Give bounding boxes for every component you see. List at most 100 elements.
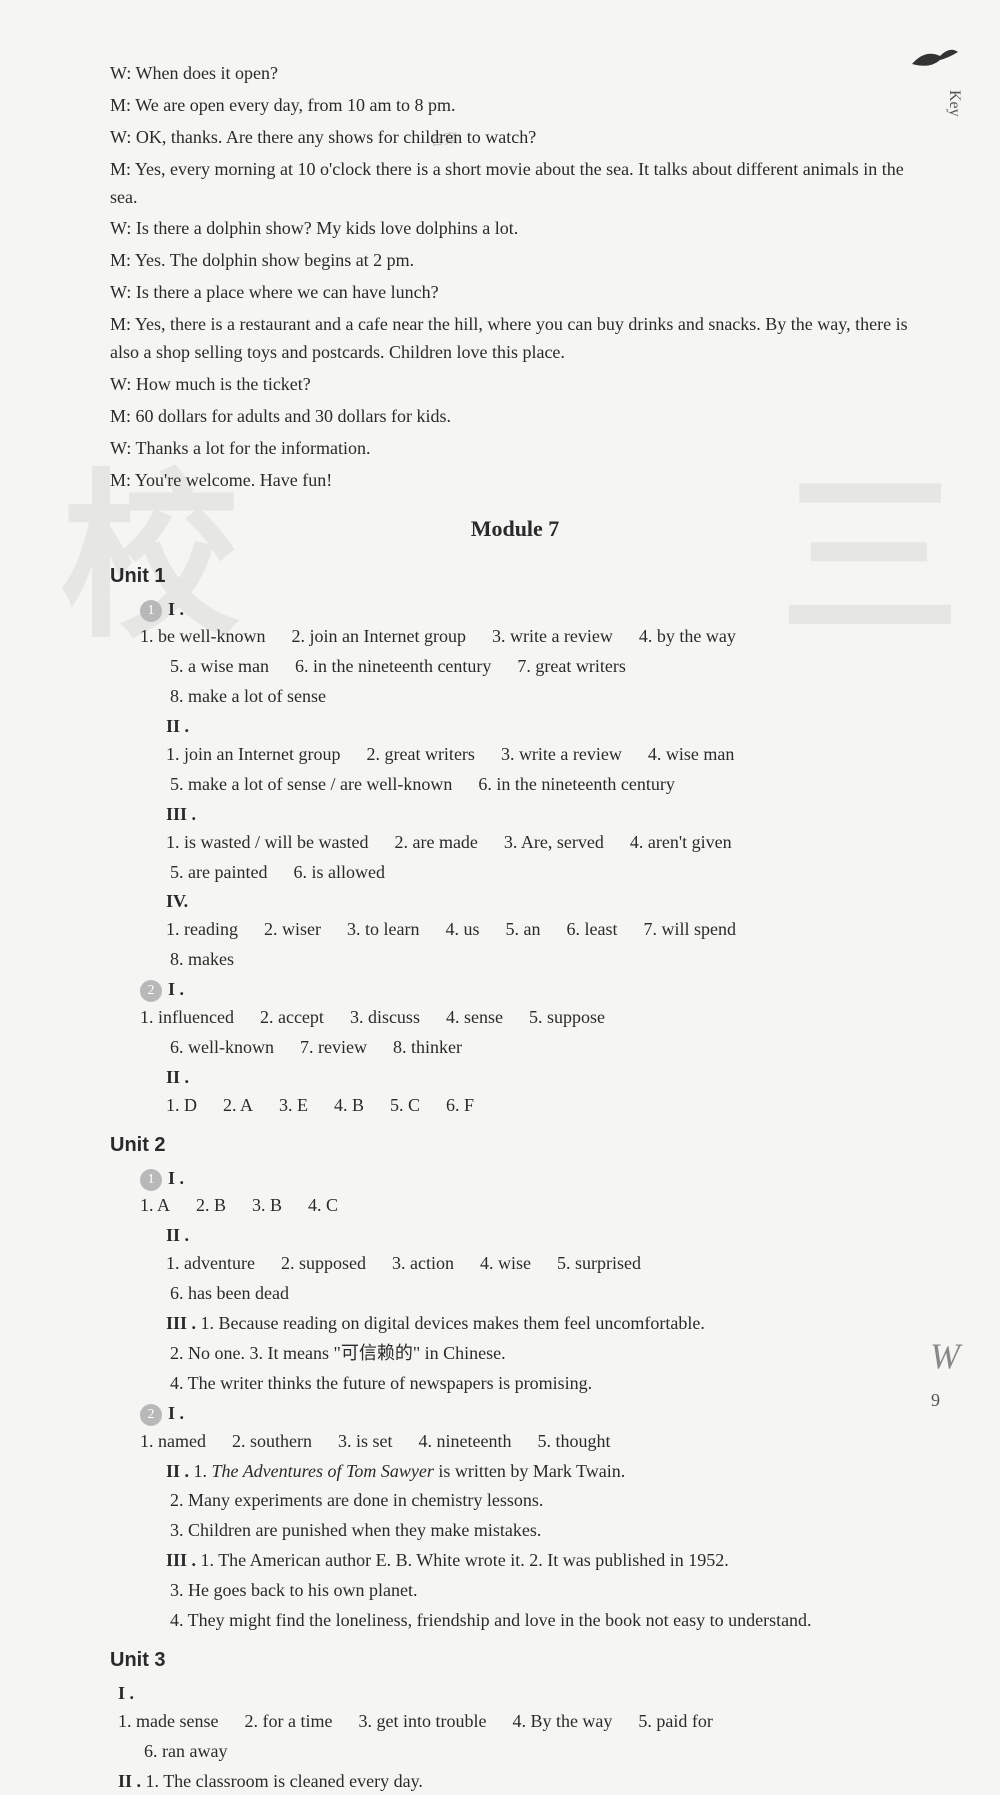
answer-item: 1. A xyxy=(140,1192,170,1220)
circle-1: 1 xyxy=(140,600,162,622)
u2-b1-III-2: 2. No one. 3. It means "可信赖的" in Chinese… xyxy=(110,1340,920,1368)
corner-w: W xyxy=(930,1329,960,1385)
answer-item: 2. A xyxy=(223,1092,253,1120)
u2b2II0post: is written by Mark Twain. xyxy=(434,1461,625,1481)
answer-item: 5. suppose xyxy=(529,1004,605,1032)
answer-item: 1. made sense xyxy=(118,1708,218,1736)
u1-b2-I-b: 6. well-known 7. review 8. thinker xyxy=(110,1034,920,1062)
answer-item: 3. Are, served xyxy=(504,829,604,857)
u1-b1-I-b: 5. a wise man 6. in the nineteenth centur… xyxy=(110,653,920,681)
answer-item: 5. a wise man xyxy=(170,653,269,681)
answer-item: 5. paid for xyxy=(638,1708,712,1736)
circle-1b: 1 xyxy=(140,1169,162,1191)
dialogue-line: W: When does it open? xyxy=(110,60,920,88)
answer-item: 6. least xyxy=(566,916,617,944)
answer-item: 1. is wasted / will be wasted xyxy=(166,829,368,857)
u1-b1-II-b: 5. make a lot of sense / are well-known 6… xyxy=(110,771,920,799)
answer-item: 1. D xyxy=(166,1092,197,1120)
answer-item: 8. thinker xyxy=(393,1034,462,1062)
answer-item: 3. discuss xyxy=(350,1004,420,1032)
answer-item: 6. in the nineteenth century xyxy=(478,771,674,799)
unit3-title: Unit 3 xyxy=(110,1645,920,1676)
answer-item: 7. review xyxy=(300,1034,367,1062)
u2-b2-II-3: 3. Children are punished when they make … xyxy=(110,1517,920,1545)
u2-b2-III-2: 3. He goes back to his own planet. xyxy=(110,1577,920,1605)
answer-item: 5. C xyxy=(390,1092,420,1120)
u2b2II0pre: 1. xyxy=(194,1461,212,1481)
answer-item: 1. reading xyxy=(166,916,238,944)
u2-b1-III-1: III . 1. Because reading on digital devi… xyxy=(110,1310,920,1338)
dialogue-line: M: You're welcome. Have fun! xyxy=(110,467,920,495)
answer-item: 3. B xyxy=(252,1192,282,1220)
answer-item: 3. to learn xyxy=(347,916,419,944)
answer-item: 4. wise man xyxy=(648,741,734,769)
answer-item: 1. influenced xyxy=(140,1004,234,1032)
answer-item: 8. make a lot of sense xyxy=(170,683,326,711)
u2-b2-II-1: II . 1. The Adventures of Tom Sawyer is … xyxy=(110,1458,920,1486)
unit1-title: Unit 1 xyxy=(110,561,920,592)
u1-b2-II: II . 1. D2. A3. E4. B5. C6. F xyxy=(110,1064,920,1120)
dialogue-line: W: How much is the ticket? xyxy=(110,371,920,399)
u2-b1-I: 1I . 1. A2. B3. B4. C xyxy=(110,1165,920,1221)
answer-item: 5. are painted xyxy=(170,859,267,887)
u2b2II0ital: The Adventures of Tom Sawyer xyxy=(212,1461,434,1481)
answer-item: 2. accept xyxy=(260,1004,324,1032)
side-label: Key xyxy=(941,90,966,117)
u1-b1-III-b: 5. are painted6. is allowed xyxy=(110,859,920,887)
u1-b1-IV-b: 8. makes xyxy=(110,946,920,974)
answer-item: 3. action xyxy=(392,1250,454,1278)
answer-item: 5. thought xyxy=(537,1428,610,1456)
u2-b1-III-3: 4. The writer thinks the future of newsp… xyxy=(110,1370,920,1398)
answer-item: 3. E xyxy=(279,1092,308,1120)
circle-2b: 2 xyxy=(140,1404,162,1426)
u3-I-a: I . 1. made sense2. for a time3. get int… xyxy=(110,1680,920,1736)
dialogue-line: M: We are open every day, from 10 am to … xyxy=(110,92,920,120)
answer-item: 4. sense xyxy=(446,1004,503,1032)
u3II0: 1. The classroom is cleaned every day. xyxy=(146,1771,423,1791)
module-title: Module 7 xyxy=(110,512,920,546)
u2-b2-III-3: 4. They might find the loneliness, frien… xyxy=(110,1607,920,1635)
answer-item: 8. makes xyxy=(170,946,234,974)
answer-item: 4. us xyxy=(445,916,479,944)
dialogue-line: W: OK, thanks. Are there any shows for c… xyxy=(110,124,920,152)
u1-b1-I-c: 8. make a lot of sense xyxy=(110,683,920,711)
answer-item: 2. great writers xyxy=(366,741,474,769)
u2-b2-II-2: 2. Many experiments are done in chemistr… xyxy=(110,1487,920,1515)
dialogue-block: W: When does it open? M: We are open ever… xyxy=(110,60,920,494)
u1-b1-I-a: 1I . 1. be well-known2. join an Internet… xyxy=(110,596,920,652)
dialogue-line: W: Is there a place where we can have lu… xyxy=(110,279,920,307)
u2-b1-II-b: 6. has been dead xyxy=(110,1280,920,1308)
circle-2: 2 xyxy=(140,980,162,1002)
answer-item: 5. make a lot of sense / are well-known xyxy=(170,771,452,799)
answer-item: 3. get into trouble xyxy=(358,1708,486,1736)
answer-item: 3. write a review xyxy=(501,741,622,769)
answer-item: 4. wise xyxy=(480,1250,531,1278)
answer-item: 6. well-known xyxy=(170,1034,274,1062)
answer-item: 3. write a review xyxy=(492,623,613,651)
dialogue-line: M: Yes, every morning at 10 o'clock ther… xyxy=(110,156,920,212)
answer-item: 2. are made xyxy=(394,829,477,857)
dialogue-line: M: 60 dollars for adults and 30 dollars … xyxy=(110,403,920,431)
answer-item: 2. southern xyxy=(232,1428,312,1456)
answer-item: 2. supposed xyxy=(281,1250,366,1278)
u1-b1-II-a: II . 1. join an Internet group2. great w… xyxy=(110,713,920,769)
answer-item: 6. in the nineteenth century xyxy=(295,653,491,681)
u2-b1-II-a: II . 1. adventure2. supposed3. action4. … xyxy=(110,1222,920,1278)
answer-item: 2. wiser xyxy=(264,916,321,944)
u1-b1-IV-a: IV. 1. reading2. wiser3. to learn4. us5.… xyxy=(110,888,920,944)
answer-item: 4. C xyxy=(308,1192,338,1220)
page-number: 9 xyxy=(931,1387,940,1415)
answer-item: 2. B xyxy=(196,1192,226,1220)
answer-item: 6. has been dead xyxy=(170,1280,289,1308)
answer-item: 5. surprised xyxy=(557,1250,641,1278)
answer-item: 1. named xyxy=(140,1428,206,1456)
answer-item: 4. by the way xyxy=(639,623,736,651)
dialogue-line: M: Yes, there is a restaurant and a cafe… xyxy=(110,311,920,367)
u2-b2-III-1: III . 1. The American author E. B. White… xyxy=(110,1547,920,1575)
answer-item: 4. By the way xyxy=(512,1708,612,1736)
u2b1III0: 1. Because reading on digital devices ma… xyxy=(201,1313,705,1333)
dialogue-line: W: Thanks a lot for the information. xyxy=(110,435,920,463)
u3-II: II . 1. The classroom is cleaned every d… xyxy=(110,1768,920,1795)
u1-b1-III-a: III . 1. is wasted / will be wasted2. ar… xyxy=(110,801,920,857)
u1-b2-I-a: 2I . 1. influenced2. accept3. discuss4. … xyxy=(110,976,920,1032)
